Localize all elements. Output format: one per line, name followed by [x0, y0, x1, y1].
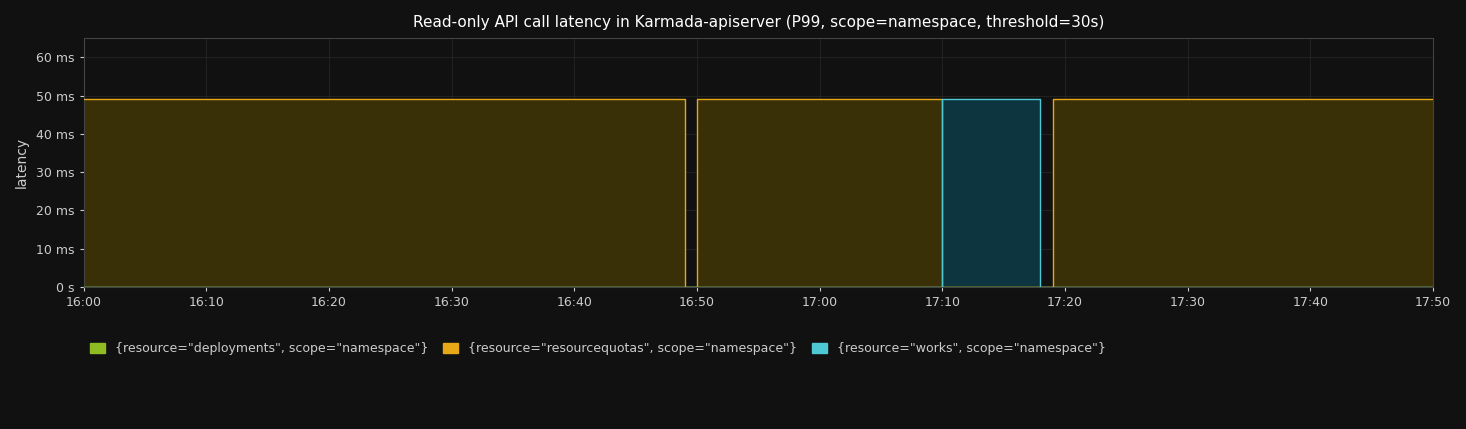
- Title: Read-only API call latency in Karmada-apiserver (P99, scope=namespace, threshold: Read-only API call latency in Karmada-ap…: [412, 15, 1104, 30]
- Y-axis label: latency: latency: [15, 137, 29, 188]
- Legend: {resource="deployments", scope="namespace"}, {resource="resourcequotas", scope=": {resource="deployments", scope="namespac…: [89, 342, 1107, 355]
